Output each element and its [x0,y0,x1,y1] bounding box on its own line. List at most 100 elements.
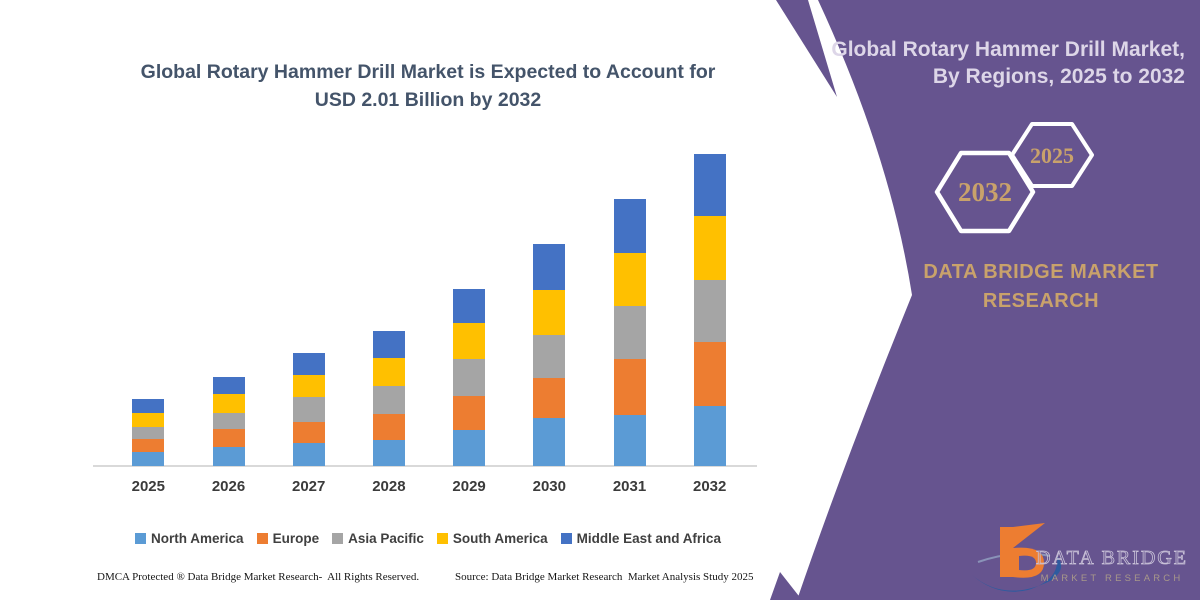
brand-line1: DATA BRIDGE MARKET [923,261,1159,283]
bar-chart-plot: 2025 2026 2027 2028 2029 2030 2031 2032 [93,154,757,495]
bar-2030 [533,244,566,466]
bar-2031 [613,199,646,466]
side-panel-title-line1: Global Rotary Hammer Drill Market, [831,38,1185,61]
brand-text: DATA BRIDGE MARKET RESEARCH [900,258,1182,316]
legend-label: South America [452,531,548,546]
bar-segment-2027 [292,421,325,443]
bar-segment-2027 [292,397,325,422]
bar-2026 [212,376,245,466]
legend-swatch-icon [135,533,147,544]
legend-item: North America [135,531,244,546]
bar-2027 [292,352,325,466]
bar-segment-2027 [292,352,325,376]
bar-segment-2025 [132,399,165,413]
bar-segment-2028 [372,331,405,359]
side-panel-title: Global Rotary Hammer Drill Market, By Re… [785,36,1185,90]
chart-legend: North America Europe Asia Pacific South Ame… [95,531,761,546]
x-axis-line [93,465,757,467]
legend-item: South America [436,531,548,546]
legend-swatch-icon [436,533,448,544]
legend-swatch-icon [560,533,572,544]
bar-segment-2028 [372,413,405,440]
logo-tagline: MARKET RESEARCH [1041,573,1184,584]
legend-swatch-icon [256,533,268,544]
x-axis-label-2031: 2031 [612,478,647,495]
bar-segment-2025 [132,426,165,440]
hexagon-2032-icon [934,150,1036,234]
chart-title: Global Rotary Hammer Drill Market is Exp… [95,58,761,114]
bar-segment-2031 [613,306,646,359]
logo-b-stem-icon [1000,527,1013,577]
x-axis-label-2028: 2028 [372,478,406,495]
logo-b-flag-icon [1013,523,1045,548]
bar-segment-2027 [292,442,325,466]
x-axis-label-2025: 2025 [131,478,165,495]
hexagon-back-label: 2032 [958,177,1012,207]
x-axis-label-2030: 2030 [532,478,566,495]
legend-item: Middle East and Africa [560,531,721,546]
bar-segment-2030 [533,289,566,335]
x-axis-label-2029: 2029 [452,478,486,495]
legend-label: Europe [272,531,320,546]
bar-segment-2026 [212,446,245,466]
panel-bottom-sliver-shape [770,572,802,600]
bar-segment-2032 [693,341,726,406]
bar-segment-2025 [132,412,165,427]
bar-segment-2028 [372,358,405,386]
chart-title-line1: Global Rotary Hammer Drill Market is Exp… [140,61,716,83]
bar-segment-2032 [693,216,726,280]
bar-segment-2028 [372,385,405,414]
panel-background-shape [797,0,1200,600]
logo-wordmark: DATA BRIDGE [1036,547,1188,569]
bar-segment-2027 [292,375,325,398]
bar-2025 [132,399,165,466]
legend-item: Europe [256,531,320,546]
bar-segment-2026 [212,429,245,447]
bar-2029 [453,289,486,466]
logo-b-bowl-hole-icon [1019,555,1036,571]
legend-label: North America [151,531,244,546]
side-panel-title-line2: By Regions, 2025 to 2032 [932,65,1185,88]
hexagon-front-label: 2025 [1030,143,1074,168]
bar-segment-2025 [132,452,165,466]
panel-top-sliver-shape [776,0,837,97]
bar-segment-2031 [613,358,646,415]
bar-segment-2032 [693,154,726,217]
legend-item: Asia Pacific [332,531,424,546]
bar-segment-2029 [453,359,486,397]
legend-swatch-icon [332,533,344,544]
bar-segment-2031 [613,414,646,466]
x-axis-label-2032: 2032 [693,478,727,495]
source-notice: Source: Data Bridge Market Research Mark… [455,571,754,583]
bar-segment-2025 [132,439,165,453]
dbmr-logo: DATA BRIDGE MARKET RESEARCH [972,523,1188,592]
bar-segment-2031 [613,199,646,254]
legend-label: Middle East and Africa [576,531,721,546]
bar-segment-2029 [453,430,486,466]
bar-segment-2030 [533,417,566,466]
bar-segment-2029 [453,396,486,431]
dmca-notice: DMCA Protected ® Data Bridge Market Rese… [97,571,420,583]
bar-2032 [693,154,726,466]
brand-line2: RESEARCH [982,290,1100,312]
bar-segment-2030 [533,377,566,418]
bar-segment-2032 [693,279,726,342]
bar-segment-2028 [372,439,405,466]
bar-segment-2026 [212,394,245,413]
bar-segment-2030 [533,244,566,290]
bar-segment-2029 [453,322,486,360]
hexagon-2025-icon [1010,122,1094,188]
x-axis-label-2026: 2026 [211,478,246,495]
chart-title-line2: USD 2.01 Billion by 2032 [314,89,542,111]
x-axis-label-2027: 2027 [292,478,326,495]
bar-segment-2030 [533,334,566,378]
legend-label: Asia Pacific [348,531,424,546]
bar-2028 [372,331,405,466]
bar-segment-2026 [212,412,245,430]
bar-segment-2026 [212,376,245,395]
bar-segment-2031 [613,253,646,307]
bar-segment-2029 [453,289,486,323]
bar-segment-2032 [693,405,726,466]
